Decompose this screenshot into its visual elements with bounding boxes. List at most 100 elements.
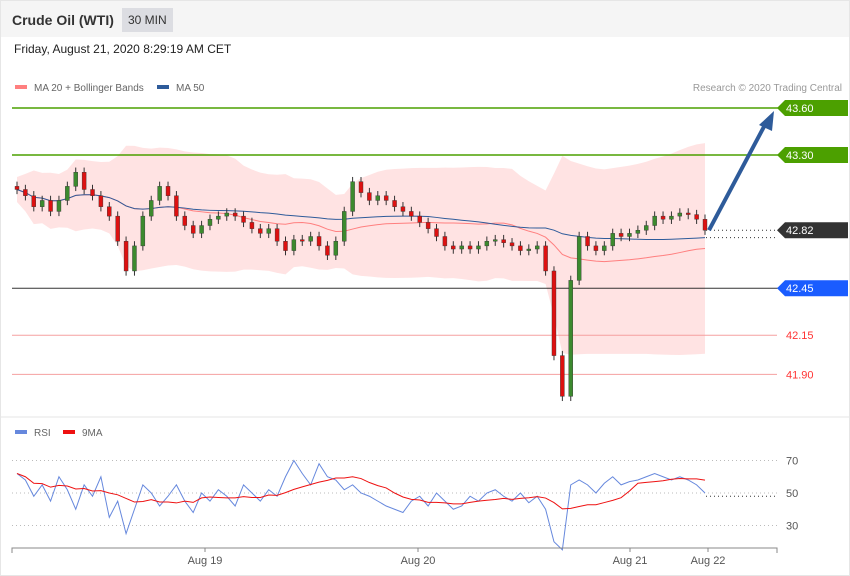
candle-body [333, 240, 339, 256]
candle-body [123, 240, 129, 272]
candle-body [518, 245, 523, 251]
candle-body [534, 245, 540, 250]
x-tick-label: Aug 20 [401, 555, 436, 567]
candle-body [375, 195, 380, 201]
candle-body [174, 195, 179, 217]
candle-body [526, 248, 532, 251]
candle-body [325, 245, 330, 256]
candle-body [425, 222, 431, 229]
candle-body [199, 225, 204, 234]
candle-body [274, 228, 280, 242]
candle-body [48, 200, 53, 212]
candle-body [652, 215, 657, 226]
candle-body [216, 215, 221, 220]
rsi-9ma-line [16, 473, 706, 510]
candle-body [207, 219, 213, 226]
candle-body [459, 245, 464, 250]
credit: Research © 2020 Trading Central [693, 83, 842, 94]
candle-body [367, 192, 372, 201]
candle-body [249, 222, 255, 229]
candle-body [81, 172, 87, 190]
candle-body [493, 239, 498, 242]
candle-body [593, 245, 599, 251]
candle-body [23, 189, 28, 196]
candle-body [39, 200, 45, 207]
candle-body [442, 236, 448, 247]
candle-body [451, 245, 456, 250]
legend-rsi: RSI [34, 428, 51, 439]
legend-ma50: MA 50 [176, 83, 205, 94]
candle-body [232, 212, 238, 217]
candle-body [165, 186, 171, 196]
candle-body [291, 239, 297, 251]
candle-body [14, 186, 20, 190]
candle-body [409, 211, 414, 217]
candle-body [182, 215, 188, 226]
candle-body [342, 211, 347, 242]
level-label: 43.60 [786, 103, 814, 115]
legend-swatch-ma50 [157, 85, 169, 89]
candle-body [358, 181, 364, 193]
candle-body [31, 195, 36, 207]
level-tag [777, 100, 848, 116]
candle-body [568, 280, 573, 397]
candle-body [308, 236, 313, 242]
candle-body [157, 186, 162, 201]
candle-body [509, 242, 515, 247]
candle-body [501, 239, 506, 243]
candle-body [400, 206, 406, 212]
candle-body [585, 236, 590, 247]
candle-body [434, 228, 439, 237]
x-axis [11, 547, 778, 553]
candle-body [98, 195, 104, 207]
level-label: 42.15 [786, 330, 814, 342]
candle-body [644, 225, 649, 231]
legend-swatch-9ma [63, 430, 75, 434]
rsi-tick: 50 [786, 488, 798, 500]
candle-body [107, 206, 112, 217]
candle-body [350, 181, 355, 212]
header: Crude Oil (WTI) 30 MIN [1, 1, 849, 37]
candle-body [258, 228, 263, 234]
level-tag [777, 147, 848, 164]
candle-body [627, 233, 632, 237]
candle-body [132, 245, 137, 272]
rsi-line [16, 459, 706, 551]
candle-body [383, 195, 389, 201]
rsi-tick: 70 [786, 456, 798, 468]
candle-body [56, 200, 62, 212]
candle-body [283, 240, 288, 251]
candle-body [660, 215, 666, 220]
x-tick-label: Aug 19 [188, 555, 223, 567]
candle-body [610, 233, 615, 247]
candle-body [686, 212, 691, 215]
candle-body [669, 215, 674, 220]
candle-body [467, 245, 473, 250]
level-label: 41.90 [786, 369, 814, 381]
target-arrowhead [759, 111, 774, 131]
candle-body [90, 189, 95, 196]
x-tick-label: Aug 22 [691, 555, 726, 567]
candle-body [73, 172, 78, 187]
candle-body [484, 240, 490, 247]
rsi-tick: 30 [786, 521, 798, 533]
instrument-title: Crude Oil (WTI) [12, 12, 114, 28]
candle-body [635, 230, 641, 234]
timeframe-button[interactable]: 30 MIN [122, 8, 173, 32]
level-label: 42.82 [786, 225, 814, 237]
candle-body [266, 228, 271, 234]
candle-body [65, 186, 70, 201]
legend-9ma: 9MA [82, 428, 103, 439]
candle-body [140, 215, 146, 247]
candle-body [694, 214, 699, 220]
level-label: 43.30 [786, 150, 814, 162]
candle-body [551, 270, 557, 356]
candle-body [476, 245, 481, 250]
x-tick-label: Aug 21 [613, 555, 648, 567]
bollinger-band [17, 143, 705, 355]
candle-body [560, 355, 565, 397]
candle-body [702, 219, 708, 231]
candle-body [602, 245, 607, 251]
candle-body [224, 212, 229, 217]
